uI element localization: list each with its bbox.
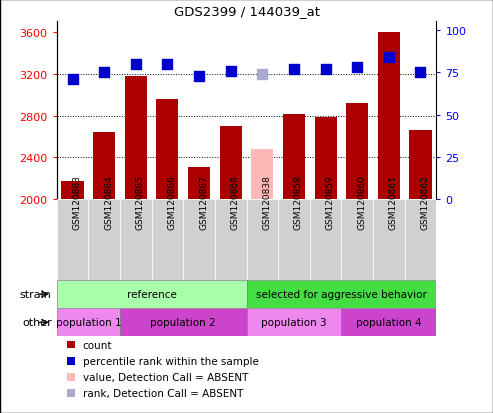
Bar: [246, 200, 278, 280]
Point: [195, 73, 203, 80]
Bar: [283, 114, 305, 200]
Point: [321, 66, 329, 73]
Bar: [125, 77, 147, 200]
Point: [385, 55, 393, 61]
Text: GSM120866: GSM120866: [168, 175, 176, 230]
Text: GDS2399 / 144039_at: GDS2399 / 144039_at: [174, 5, 319, 18]
Point: [100, 70, 108, 76]
Point: [227, 68, 235, 75]
Bar: [246, 280, 436, 309]
Text: GSM120858: GSM120858: [294, 175, 303, 230]
Text: GSM120860: GSM120860: [357, 175, 366, 230]
Bar: [188, 168, 210, 200]
Text: value, Detection Call = ABSENT: value, Detection Call = ABSENT: [83, 372, 248, 382]
Text: GSM120861: GSM120861: [389, 175, 398, 230]
Bar: [246, 309, 341, 337]
Bar: [341, 309, 436, 337]
Point: [69, 76, 76, 83]
Text: population 1: population 1: [56, 318, 121, 328]
Bar: [62, 182, 84, 200]
Bar: [57, 280, 246, 309]
Bar: [57, 309, 120, 337]
Text: selected for aggressive behavior: selected for aggressive behavior: [256, 290, 427, 299]
Text: strain: strain: [20, 290, 52, 299]
Bar: [120, 200, 152, 280]
Text: reference: reference: [127, 290, 176, 299]
Bar: [156, 100, 178, 200]
Bar: [88, 200, 120, 280]
Text: population 2: population 2: [150, 318, 216, 328]
Bar: [346, 104, 368, 200]
Text: GSM120864: GSM120864: [104, 175, 113, 230]
Bar: [405, 200, 436, 280]
Text: GSM120867: GSM120867: [199, 175, 208, 230]
Point: [290, 66, 298, 73]
Bar: [341, 200, 373, 280]
Bar: [409, 131, 431, 200]
Text: GSM120859: GSM120859: [325, 175, 335, 230]
Bar: [373, 200, 405, 280]
Text: GSM120868: GSM120868: [231, 175, 240, 230]
Bar: [219, 127, 242, 200]
Bar: [278, 200, 310, 280]
Text: GSM120838: GSM120838: [262, 175, 271, 230]
Text: rank, Detection Call = ABSENT: rank, Detection Call = ABSENT: [83, 388, 243, 398]
Text: other: other: [22, 318, 52, 328]
Bar: [251, 150, 274, 200]
Bar: [57, 200, 88, 280]
Bar: [120, 309, 246, 337]
Point: [258, 71, 266, 78]
Text: population 3: population 3: [261, 318, 327, 328]
Bar: [93, 133, 115, 200]
Bar: [378, 33, 400, 200]
Text: GSM120862: GSM120862: [421, 175, 429, 230]
Point: [353, 65, 361, 71]
Bar: [215, 200, 246, 280]
Text: population 4: population 4: [356, 318, 422, 328]
Text: GSM120865: GSM120865: [136, 175, 145, 230]
Point: [164, 61, 172, 68]
Text: percentile rank within the sample: percentile rank within the sample: [83, 356, 259, 366]
Bar: [183, 200, 215, 280]
Text: GSM120863: GSM120863: [72, 175, 81, 230]
Bar: [152, 200, 183, 280]
Bar: [310, 200, 341, 280]
Bar: [315, 117, 337, 200]
Text: count: count: [83, 340, 112, 350]
Point: [132, 61, 140, 68]
Point: [417, 70, 424, 76]
